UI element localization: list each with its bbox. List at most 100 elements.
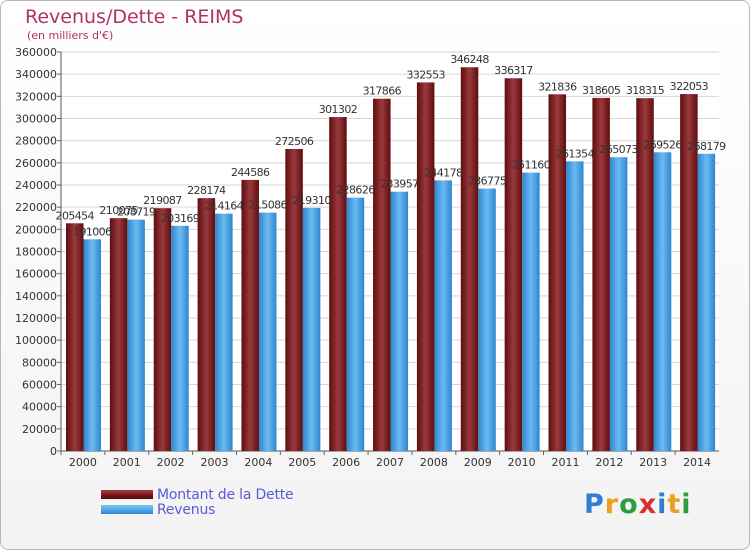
y-tick-label: 200000 <box>15 223 57 236</box>
bar-revenus <box>566 161 584 452</box>
data-label-dette: 317866 <box>363 85 402 98</box>
x-tick-label: 2001 <box>113 456 141 469</box>
bar-dette <box>66 223 84 451</box>
bar-dette <box>636 98 654 452</box>
data-label-revenus: 251160 <box>512 159 551 172</box>
x-tick-label: 2009 <box>464 456 492 469</box>
bar-dette <box>416 82 435 452</box>
bar-dette <box>329 117 347 452</box>
bar-dette <box>373 98 391 451</box>
data-label-revenus: 269526 <box>643 138 682 151</box>
bar-revenus <box>522 172 540 452</box>
bar-revenus <box>697 153 716 451</box>
brand-logo-letter: P <box>584 489 605 520</box>
bar-dette <box>197 198 216 451</box>
brand-logo-letter: o <box>619 489 639 520</box>
bar-revenus <box>609 157 628 451</box>
x-tick-label: 2005 <box>288 456 316 469</box>
x-tick-label: 2004 <box>244 456 272 469</box>
legend-label-revenus: Revenus <box>157 501 216 518</box>
data-label-revenus: 203169 <box>161 212 200 225</box>
x-tick-label: 2014 <box>683 456 711 469</box>
bar-dette <box>460 67 479 452</box>
bar-dette <box>285 148 303 451</box>
x-tick-label: 2010 <box>508 456 536 469</box>
legend-swatch-revenus <box>101 505 153 514</box>
bar-revenus <box>171 225 189 451</box>
data-label-dette: 318605 <box>582 84 621 97</box>
data-label-dette: 205454 <box>56 209 95 222</box>
y-tick-label: 340000 <box>15 68 57 81</box>
legend-swatch-dette <box>101 490 153 499</box>
data-label-dette: 322053 <box>670 80 709 93</box>
data-label-revenus: 215086 <box>249 199 288 212</box>
data-label-revenus: 228626 <box>336 184 375 197</box>
x-tick-label: 2013 <box>639 456 667 469</box>
brand-logo: Proxiti <box>584 489 692 520</box>
bar-revenus <box>478 188 496 451</box>
data-label-dette: 210075 <box>99 204 138 217</box>
legend-item-revenus: Revenus <box>101 501 293 518</box>
y-tick-label: 360000 <box>15 46 57 59</box>
data-label-revenus: 191006 <box>73 225 112 238</box>
y-tick-label: 240000 <box>15 179 57 192</box>
chart-title: Revenus/Dette - REIMS <box>25 6 244 28</box>
bar-revenus <box>434 180 452 451</box>
y-tick-label: 220000 <box>15 201 57 214</box>
bar-revenus <box>390 191 409 451</box>
y-tick-label: 140000 <box>15 290 57 303</box>
y-tick-label: 20000 <box>22 423 57 436</box>
y-tick-label: 40000 <box>22 401 57 414</box>
bar-revenus <box>127 219 145 451</box>
y-tick-label: 320000 <box>15 90 57 103</box>
data-label-dette: 272506 <box>275 135 314 148</box>
y-tick-label: 80000 <box>22 356 57 369</box>
x-tick-label: 2000 <box>69 456 97 469</box>
bar-revenus <box>258 212 277 451</box>
data-label-dette: 346248 <box>450 53 489 66</box>
y-tick-label: 100000 <box>15 334 57 347</box>
bar-revenus <box>302 207 321 451</box>
y-tick-label: 260000 <box>15 157 57 170</box>
brand-logo-letter: x <box>638 489 658 520</box>
brand-logo-letter: i <box>681 489 692 520</box>
data-label-revenus: 236775 <box>468 175 507 188</box>
y-tick-label: 160000 <box>15 268 57 281</box>
x-tick-label: 2012 <box>595 456 623 469</box>
legend-label-dette: Montant de la Dette <box>157 486 294 503</box>
x-tick-label: 2003 <box>201 456 229 469</box>
y-tick-label: 280000 <box>15 135 57 148</box>
data-label-dette: 219087 <box>143 194 182 207</box>
brand-logo-letter: t <box>667 489 682 520</box>
bar-revenus <box>346 197 365 451</box>
x-tick-label: 2008 <box>420 456 448 469</box>
bar-dette <box>153 208 172 451</box>
bar-revenus <box>215 213 233 451</box>
data-label-dette: 228174 <box>187 184 226 197</box>
data-label-revenus: 219310 <box>292 194 331 207</box>
bar-revenus <box>83 239 101 451</box>
data-label-dette: 318315 <box>626 84 665 97</box>
data-label-revenus: 261354 <box>556 147 595 160</box>
bar-dette <box>504 78 523 451</box>
y-tick-label: 180000 <box>15 246 57 259</box>
y-tick-label: 120000 <box>15 312 57 325</box>
bar-dette <box>548 94 567 451</box>
brand-logo-letter: i <box>657 489 668 520</box>
y-tick-label: 60000 <box>22 379 57 392</box>
data-label-revenus: 214164 <box>205 200 244 213</box>
y-tick-label: 300000 <box>15 113 57 126</box>
data-label-revenus: 208719 <box>117 206 156 219</box>
data-label-dette: 301302 <box>319 103 357 116</box>
data-label-revenus: 265073 <box>599 143 638 156</box>
legend-item-dette: Montant de la Dette <box>101 486 294 503</box>
legend: Montant de la Dette Revenus <box>101 486 294 518</box>
x-tick-label: 2002 <box>157 456 185 469</box>
x-tick-label: 2011 <box>551 456 579 469</box>
bar-dette <box>109 218 128 451</box>
x-tick-label: 2007 <box>376 456 404 469</box>
data-label-dette: 244586 <box>231 166 270 179</box>
data-label-revenus: 233957 <box>380 178 419 191</box>
